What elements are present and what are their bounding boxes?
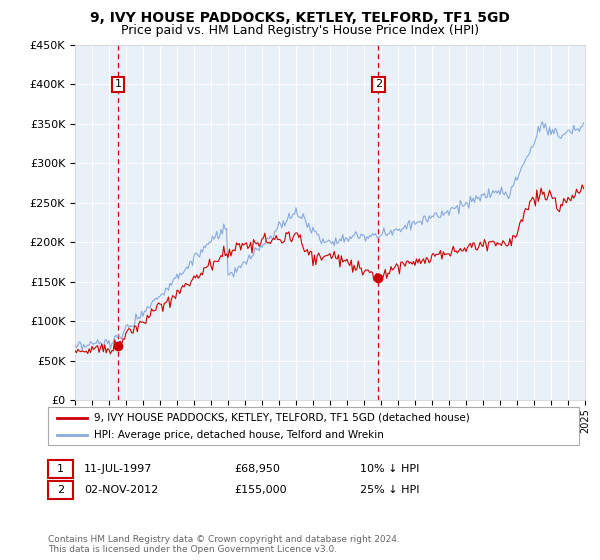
Text: 2: 2 [57, 485, 64, 495]
Text: 10% ↓ HPI: 10% ↓ HPI [360, 464, 419, 474]
Text: 1: 1 [57, 464, 64, 474]
Text: 11-JUL-1997: 11-JUL-1997 [84, 464, 152, 474]
Text: 25% ↓ HPI: 25% ↓ HPI [360, 485, 419, 495]
Text: HPI: Average price, detached house, Telford and Wrekin: HPI: Average price, detached house, Telf… [94, 430, 384, 440]
Text: £155,000: £155,000 [234, 485, 287, 495]
Text: Contains HM Land Registry data © Crown copyright and database right 2024.
This d: Contains HM Land Registry data © Crown c… [48, 535, 400, 554]
Text: Price paid vs. HM Land Registry's House Price Index (HPI): Price paid vs. HM Land Registry's House … [121, 24, 479, 36]
Text: 9, IVY HOUSE PADDOCKS, KETLEY, TELFORD, TF1 5GD: 9, IVY HOUSE PADDOCKS, KETLEY, TELFORD, … [90, 11, 510, 25]
Text: £68,950: £68,950 [234, 464, 280, 474]
Text: 02-NOV-2012: 02-NOV-2012 [84, 485, 158, 495]
Text: 9, IVY HOUSE PADDOCKS, KETLEY, TELFORD, TF1 5GD (detached house): 9, IVY HOUSE PADDOCKS, KETLEY, TELFORD, … [94, 413, 470, 423]
Text: 1: 1 [115, 80, 122, 89]
Text: 2: 2 [375, 80, 382, 89]
